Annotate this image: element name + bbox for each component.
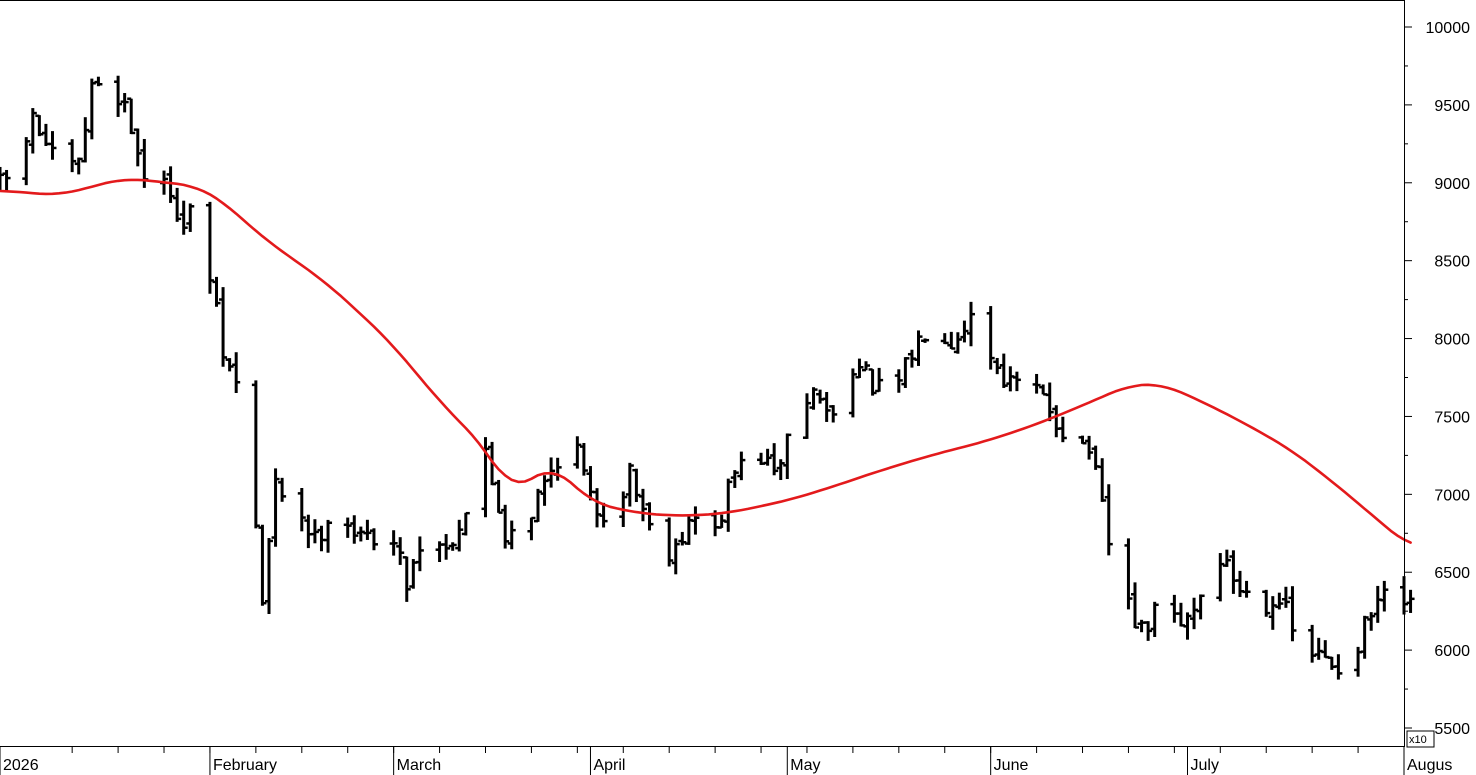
x-tick-label: April bbox=[593, 757, 625, 774]
x-tick-label: July bbox=[1190, 757, 1218, 774]
y-tick-label: 5500 bbox=[1434, 721, 1470, 738]
x-tick-label: May bbox=[790, 757, 820, 774]
y-tick-label: 9500 bbox=[1434, 98, 1470, 115]
moving-average-line bbox=[0, 178, 1412, 544]
x-tick-label: Augus bbox=[1407, 757, 1452, 774]
x-tick-label: June bbox=[994, 757, 1029, 774]
y-tick-label: 9000 bbox=[1434, 176, 1470, 193]
y-tick-label: 6000 bbox=[1434, 643, 1470, 660]
x-tick-label: March bbox=[397, 757, 441, 774]
x-tick-label: February bbox=[213, 757, 277, 774]
multiplier-label: x10 bbox=[1409, 734, 1427, 746]
x-axis: 2026 February March April May June July Augus bbox=[0, 746, 1452, 775]
y-tick-label: 10000 bbox=[1426, 20, 1471, 37]
y-tick-label: 8000 bbox=[1434, 332, 1470, 349]
multiplier-box bbox=[1406, 730, 1435, 748]
x-tick-label: 2026 bbox=[3, 757, 39, 774]
y-tick-label: 7000 bbox=[1434, 487, 1470, 504]
y-tick-label: 7500 bbox=[1434, 409, 1470, 426]
y-tick-label: 8500 bbox=[1434, 254, 1470, 271]
y-tick-label: 6500 bbox=[1434, 565, 1470, 582]
y-axis-multiplier: x10 bbox=[1406, 730, 1435, 748]
y-axis: 10000 9500 9000 8500 8000 7500 7000 6500 6000 550… bbox=[1404, 20, 1470, 738]
price-bars bbox=[0, 75, 1415, 680]
